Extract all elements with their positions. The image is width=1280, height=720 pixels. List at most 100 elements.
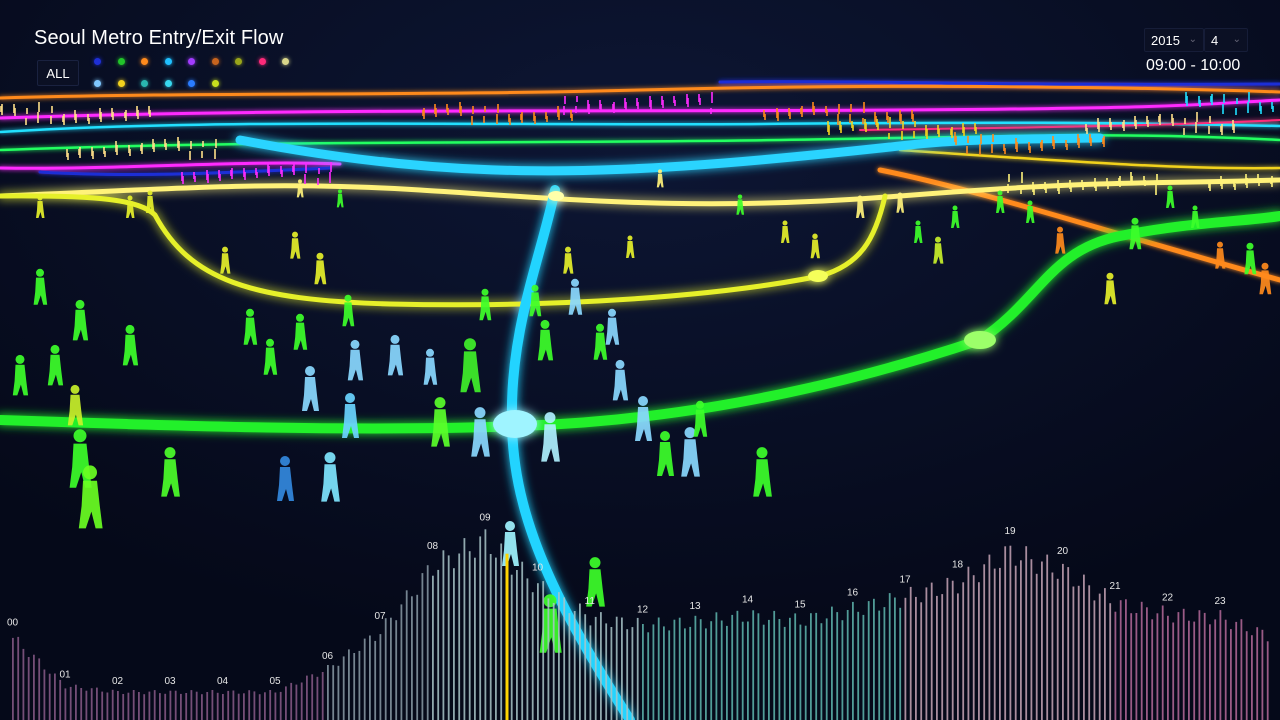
flow-bar-22-6[interactable] (1198, 610, 1201, 720)
flow-bar-05-7[interactable] (311, 674, 314, 720)
flow-bar-06-1[interactable] (332, 665, 335, 720)
flow-bar-18-5[interactable] (983, 564, 986, 720)
flow-bar-14-1[interactable] (752, 610, 755, 720)
flow-bar-07-8[interactable] (421, 573, 424, 720)
flow-bar-13-0[interactable] (694, 615, 697, 720)
flow-bar-10-2[interactable] (547, 598, 550, 720)
legend-dot-line-1[interactable] (94, 58, 101, 65)
flow-bar-02-2[interactable] (127, 692, 130, 720)
legend-dot-line-14[interactable] (188, 80, 195, 87)
flow-bar-21-3[interactable] (1130, 613, 1133, 720)
flow-bar-09-8[interactable] (526, 578, 529, 720)
flow-bar-08-6[interactable] (463, 538, 466, 720)
flow-bar-16-2[interactable] (862, 614, 865, 720)
flow-bar-21-8[interactable] (1156, 613, 1159, 720)
flow-bar-19-9[interactable] (1056, 578, 1059, 720)
flow-bar-08-7[interactable] (468, 551, 471, 720)
flow-bar-01-4[interactable] (85, 690, 88, 720)
flow-bar-15-2[interactable] (810, 613, 812, 720)
flow-bar-04-4[interactable] (243, 693, 245, 720)
flow-bar-06-5[interactable] (353, 653, 356, 720)
flow-bar-19-8[interactable] (1051, 572, 1054, 720)
flow-bar-23-8[interactable] (1261, 629, 1264, 720)
flow-bar-23-3[interactable] (1235, 621, 1238, 720)
flow-bar-11-0[interactable] (589, 625, 592, 720)
flow-bar-11-4[interactable] (610, 627, 613, 720)
flow-bar-07-2[interactable] (390, 617, 392, 720)
flow-bar-13-5[interactable] (720, 620, 723, 720)
flow-bar-03-1[interactable] (174, 690, 177, 720)
flow-bar-00-6[interactable] (43, 669, 46, 720)
flow-bar-04-9[interactable] (269, 690, 272, 720)
flow-bar-02-6[interactable] (148, 691, 151, 720)
flow-bar-15-8[interactable] (841, 620, 844, 720)
flow-bar-02-3[interactable] (132, 690, 135, 720)
flow-bar-04-3[interactable] (237, 693, 240, 720)
flow-bar-17-6[interactable] (936, 595, 938, 720)
flow-bar-18-2[interactable] (967, 566, 970, 720)
flow-bar-23-1[interactable] (1224, 619, 1227, 720)
flow-bar-20-3[interactable] (1077, 585, 1080, 720)
flow-bar-20-7[interactable] (1098, 593, 1101, 720)
flow-bar-23-4[interactable] (1240, 619, 1243, 720)
flow-bar-12-3[interactable] (657, 617, 660, 720)
flow-bar-09-3[interactable] (500, 543, 503, 720)
flow-bar-16-9[interactable] (899, 607, 902, 720)
flow-bar-01-9[interactable] (111, 689, 114, 720)
flow-bar-01-7[interactable] (101, 691, 104, 720)
flow-bar-17-4[interactable] (925, 587, 928, 720)
flow-bar-04-8[interactable] (264, 692, 266, 720)
flow-bar-17-1[interactable] (909, 586, 912, 720)
flow-bar-08-1[interactable] (437, 569, 440, 720)
flow-bar-06-8[interactable] (369, 635, 371, 720)
flow-bar-21-1[interactable] (1119, 600, 1122, 720)
flow-bar-05-4[interactable] (295, 684, 298, 720)
flow-bar-00-5[interactable] (38, 658, 41, 720)
flow-bar-21-6[interactable] (1146, 607, 1148, 720)
flow-bar-20-0[interactable] (1062, 563, 1064, 720)
flow-bar-21-0[interactable] (1114, 611, 1117, 720)
legend-dot-line-3[interactable] (141, 58, 148, 65)
flow-bar-00-8[interactable] (54, 673, 56, 720)
legend-dot-line-2[interactable] (117, 58, 125, 65)
flow-bar-02-9[interactable] (164, 693, 167, 720)
flow-bar-02-5[interactable] (143, 694, 146, 720)
flow-bar-12-9[interactable] (689, 626, 692, 720)
flow-bar-01-5[interactable] (90, 688, 93, 720)
flow-bar-08-4[interactable] (453, 568, 455, 720)
flow-bar-16-4[interactable] (873, 598, 875, 720)
flow-bar-04-5[interactable] (248, 690, 251, 720)
legend-dot-line-8[interactable] (258, 58, 266, 65)
flow-bar-00-9[interactable] (59, 679, 62, 720)
legend-dot-line-7[interactable] (235, 58, 242, 65)
flow-bar-04-0[interactable] (222, 694, 224, 720)
flow-bar-22-4[interactable] (1188, 620, 1190, 720)
flow-bar-10-5[interactable] (563, 597, 566, 720)
flow-bar-14-3[interactable] (762, 624, 765, 720)
flow-bar-08-9[interactable] (479, 536, 482, 720)
flow-bar-22-0[interactable] (1167, 615, 1169, 720)
flow-bar-23-9[interactable] (1266, 641, 1269, 720)
flow-bar-14-9[interactable] (794, 613, 797, 720)
flow-bar-01-1[interactable] (69, 686, 72, 720)
year-select[interactable]: 2015 ⌄ (1144, 28, 1204, 52)
flow-bar-08-2[interactable] (442, 550, 445, 720)
flow-bar-13-9[interactable] (741, 621, 744, 720)
flow-bar-09-7[interactable] (521, 561, 524, 720)
flow-bar-17-8[interactable] (946, 577, 949, 720)
flow-bar-06-7[interactable] (363, 638, 366, 720)
flow-bar-16-8[interactable] (894, 597, 896, 720)
flow-bar-22-3[interactable] (1182, 608, 1185, 720)
flow-bar-14-5[interactable] (773, 610, 776, 720)
flow-bar-21-5[interactable] (1140, 601, 1143, 720)
flow-bar-07-6[interactable] (411, 596, 413, 720)
flow-bar-04-2[interactable] (232, 690, 235, 720)
flow-bar-03-6[interactable] (201, 694, 203, 720)
flow-bar-01-0[interactable] (64, 688, 67, 720)
flow-bar-17-9[interactable] (951, 580, 954, 720)
flow-bar-03-8[interactable] (211, 690, 214, 720)
flow-bar-05-8[interactable] (316, 676, 319, 720)
legend-dot-line-5[interactable] (188, 58, 195, 65)
flow-bar-13-1[interactable] (699, 619, 702, 720)
